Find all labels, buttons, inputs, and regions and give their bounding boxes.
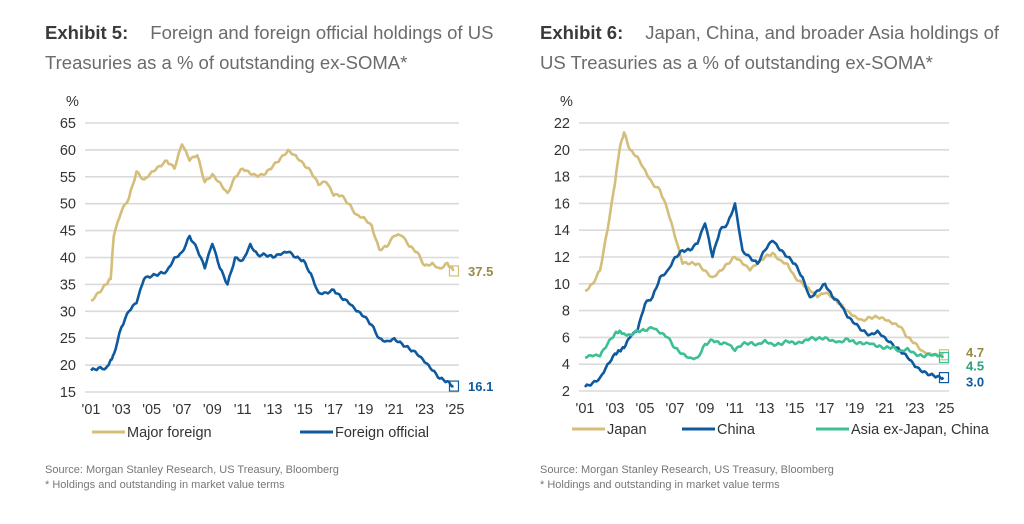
exhibit-6-source: Source: Morgan Stanley Research, US Trea… <box>540 463 834 493</box>
y-tick-label: 22 <box>554 116 570 132</box>
x-tick-label: '23 <box>415 402 434 418</box>
x-tick-label: '09 <box>203 402 222 418</box>
series-line-major-foreign <box>90 143 455 302</box>
x-tick-label: '11 <box>234 402 252 418</box>
end-value-label: 16.1 <box>468 379 493 394</box>
end-marker <box>938 351 950 364</box>
exhibit-6-source-text: Source: Morgan Stanley Research, US Trea… <box>540 464 834 476</box>
y-tick-label: 6 <box>562 330 570 346</box>
x-tick-label: '09 <box>696 401 715 417</box>
x-tick-label: '23 <box>906 401 925 417</box>
x-tick-label: '25 <box>446 402 465 418</box>
exhibit-5-label: Exhibit 5: <box>45 22 129 43</box>
y-tick-label: 50 <box>60 197 76 213</box>
x-tick-label: '05 <box>142 402 161 418</box>
x-tick-label: '03 <box>112 402 131 418</box>
y-tick-label: 65 <box>60 116 76 132</box>
x-tick-label: '13 <box>756 401 775 417</box>
y-tick-label: 40 <box>60 251 76 267</box>
exhibit-6-footnote: * Holdings and outstanding in market val… <box>540 479 780 491</box>
x-tick-label: '19 <box>846 401 865 417</box>
exhibit-6-label: Exhibit 6: <box>540 22 624 43</box>
x-tick-label: '17 <box>816 401 835 417</box>
y-tick-label: 60 <box>60 143 76 159</box>
y-tick-label: 25 <box>60 331 76 347</box>
x-tick-label: '15 <box>786 401 805 417</box>
legend-label: Foreign official <box>335 425 429 441</box>
y-tick-label: 12 <box>554 250 570 266</box>
x-tick-label: '07 <box>173 402 192 418</box>
x-tick-label: '03 <box>606 401 625 417</box>
x-tick-label: '21 <box>385 402 404 418</box>
exhibit-5-chart: % 15 20 25 30 35 40 45 50 55 60 65 '01 '03 '05 '07 '09 '1… <box>60 94 493 441</box>
end-value-label: 4.5 <box>966 359 984 374</box>
exhibit-5-source-text: Source: Morgan Stanley Research, US Trea… <box>45 464 339 476</box>
y-tick-label: 14 <box>554 223 570 239</box>
x-tick-label: '19 <box>355 402 374 418</box>
exhibit-6-title: Exhibit 6: Japan, China, and broader Asia… <box>540 18 1000 78</box>
x-tick-label: '21 <box>876 401 895 417</box>
exhibit-5-title: Exhibit 5: Foreign and foreign official h… <box>45 18 495 78</box>
exhibit-5-footnote: * Holdings and outstanding in market val… <box>45 479 285 491</box>
y-tick-label: 16 <box>554 196 570 212</box>
series-line-asia-ex-japan-china <box>584 325 945 361</box>
end-value-label: 37.5 <box>468 264 493 279</box>
exhibit-5-panel: Exhibit 5: Foreign and foreign official h… <box>45 18 495 493</box>
x-tick-label: '13 <box>264 402 283 418</box>
x-tick-label: '07 <box>666 401 685 417</box>
y-tick-label: 2 <box>562 384 570 400</box>
end-marker <box>938 372 950 384</box>
y-unit-label: % <box>560 94 573 110</box>
y-tick-label: 8 <box>562 304 570 320</box>
x-tick-label: '15 <box>294 402 313 418</box>
y-tick-label: 18 <box>554 170 570 186</box>
exhibit-5-title-text: Foreign and foreign official holdings of… <box>45 22 494 73</box>
x-tick-label: '17 <box>324 402 343 418</box>
end-value-label: 3.0 <box>966 375 984 390</box>
series-line-foreign-official <box>90 234 454 388</box>
end-value-label: 4.7 <box>966 345 984 360</box>
y-tick-label: 20 <box>554 143 570 159</box>
y-tick-label: 30 <box>60 304 76 320</box>
legend-label: China <box>717 422 756 438</box>
end-marker <box>448 265 460 277</box>
y-tick-label: 35 <box>60 277 76 293</box>
legend-label: Major foreign <box>127 425 212 441</box>
exhibit-5-source: Source: Morgan Stanley Research, US Trea… <box>45 463 339 493</box>
x-tick-label: '11 <box>726 401 744 417</box>
x-tick-label: '01 <box>82 402 101 418</box>
exhibit-6-chart: % 2 4 6 8 10 12 14 16 18 20 22 '01 '03 '05 '07 '09 '11 '13… <box>554 94 990 438</box>
legend-label: Asia ex-Japan, China <box>851 422 990 438</box>
y-tick-label: 15 <box>60 385 76 401</box>
x-tick-label: '05 <box>636 401 655 417</box>
y-unit-label: % <box>66 94 79 110</box>
y-tick-label: 55 <box>60 170 76 186</box>
legend-label: Japan <box>607 422 647 438</box>
exhibit-6-title-text: Japan, China, and broader Asia holdings … <box>540 22 1000 73</box>
exhibit-6-panel: Exhibit 6: Japan, China, and broader Asia… <box>512 0 1024 524</box>
y-tick-label: 10 <box>554 277 570 293</box>
y-tick-label: 4 <box>562 357 570 373</box>
y-tick-label: 45 <box>60 224 76 240</box>
end-marker <box>448 380 460 392</box>
series-line-china <box>583 202 945 388</box>
x-tick-label: '01 <box>576 401 595 417</box>
x-tick-label: '25 <box>936 401 955 417</box>
y-tick-label: 20 <box>60 358 76 374</box>
